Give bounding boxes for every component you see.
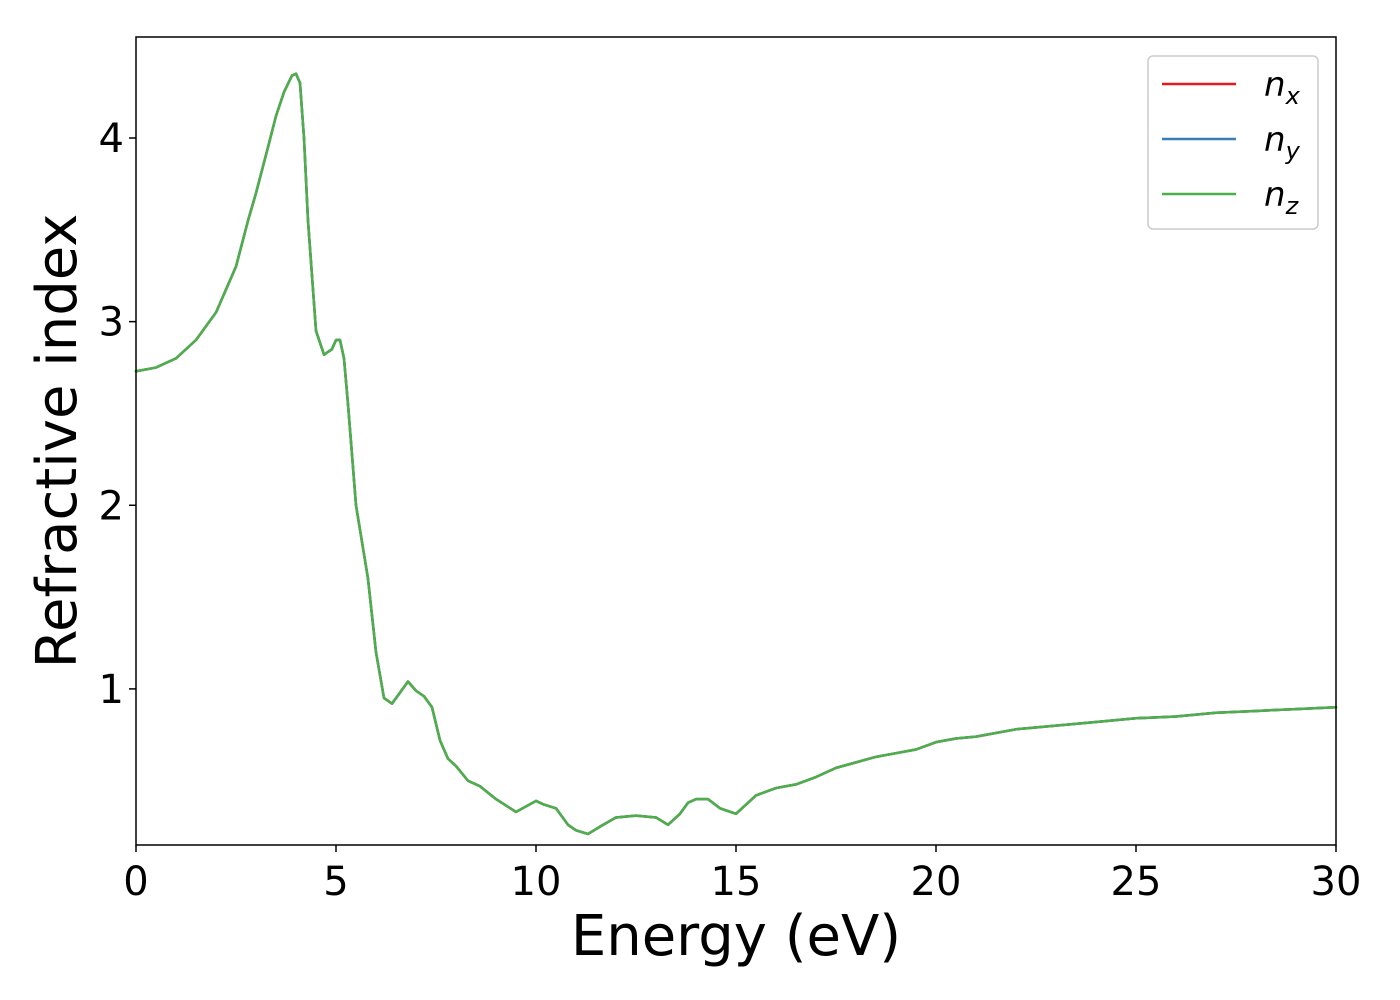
series-layer bbox=[134, 72, 1338, 836]
x-tick-label: 0 bbox=[123, 859, 148, 905]
legend: nx ny nz bbox=[1147, 55, 1319, 230]
legend-label-x: nx bbox=[1264, 65, 1301, 110]
y-tick-label: 1 bbox=[99, 667, 124, 713]
x-tick-label: 15 bbox=[711, 859, 762, 905]
series-line-z bbox=[134, 72, 1338, 836]
x-tick-label: 30 bbox=[1311, 859, 1362, 905]
legend-box bbox=[1147, 55, 1319, 230]
legend-label-y: ny bbox=[1264, 120, 1301, 165]
x-axis-label: Energy (eV) bbox=[571, 904, 901, 969]
x-tick-label: 20 bbox=[911, 859, 962, 905]
y-tick-label: 2 bbox=[99, 483, 124, 529]
x-tick-label: 25 bbox=[1111, 859, 1162, 905]
x-axis-ticks: 0 5 10 15 20 25 30 bbox=[123, 845, 1361, 905]
y-axis-label: Refractive index bbox=[25, 214, 90, 669]
legend-label-z: nz bbox=[1264, 175, 1300, 220]
y-tick-label: 3 bbox=[99, 300, 124, 346]
y-axis-ticks: 1 2 3 4 bbox=[99, 116, 136, 713]
x-tick-label: 5 bbox=[323, 859, 348, 905]
y-tick-label: 4 bbox=[99, 116, 124, 162]
x-tick-label: 10 bbox=[511, 859, 562, 905]
